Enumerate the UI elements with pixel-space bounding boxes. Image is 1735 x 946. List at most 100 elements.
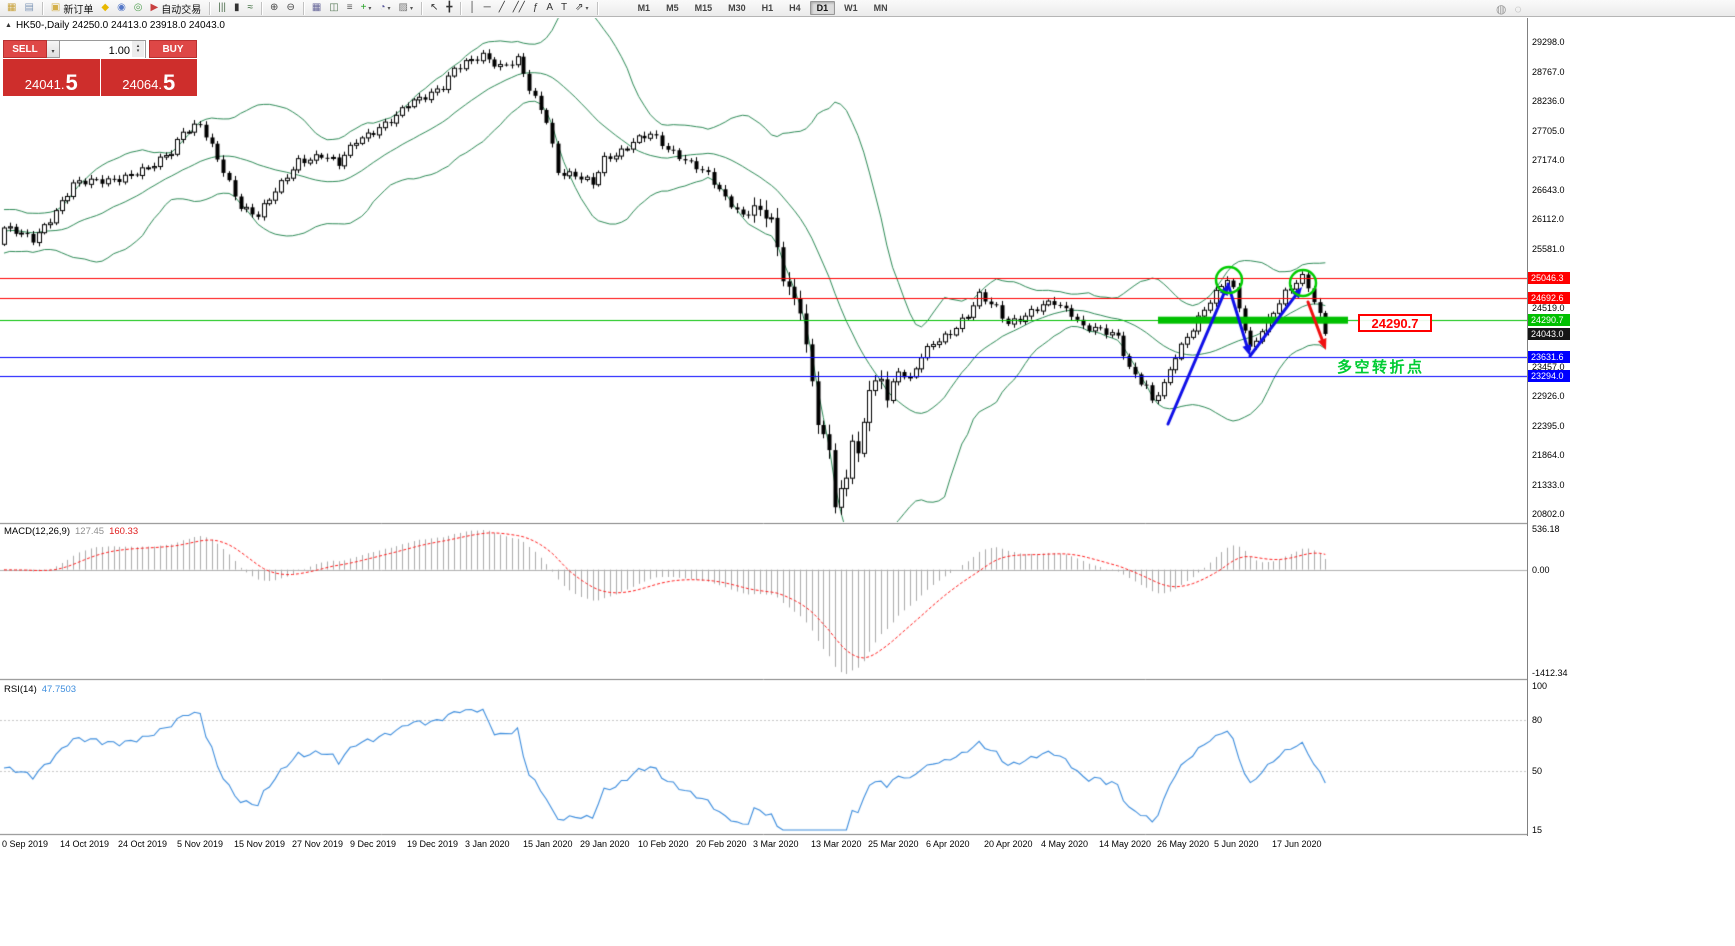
- indicator-list-icon[interactable]: ≡: [344, 1, 356, 16]
- timeframe-m30[interactable]: M30: [728, 3, 746, 13]
- price-grid-label: 27174.0: [1532, 155, 1565, 165]
- templates-button-glyph: ▨: [398, 2, 408, 13]
- sell-button[interactable]: SELL: [3, 40, 47, 58]
- spin-up-icon: ▴: [136, 43, 140, 49]
- timeframe-m15[interactable]: M15: [694, 3, 713, 13]
- vertical-line-icon[interactable]: │: [466, 1, 478, 16]
- date-axis-label: 5 Nov 2019: [177, 839, 224, 849]
- market-watch-icon[interactable]: ◎: [131, 1, 146, 16]
- date-axis-label: 27 Nov 2019: [292, 839, 344, 849]
- text-icon[interactable]: A: [543, 1, 556, 16]
- search-icon[interactable]: ◌: [1511, 1, 1524, 16]
- date-axis-label: 13 Mar 2020: [811, 839, 862, 849]
- date-axis-label: 20 Apr 2020: [984, 839, 1033, 849]
- profiles-icon[interactable]: ▤: [21, 1, 36, 16]
- toolbar-separator: [460, 1, 462, 15]
- toolbar-separator: [261, 1, 263, 15]
- label-icon[interactable]: T: [558, 1, 570, 16]
- price-grid-label: 28767.0: [1532, 66, 1565, 77]
- toolbar-separator: [420, 1, 422, 15]
- templates-button[interactable]: ▨ ▾: [396, 1, 416, 16]
- buy-price-big-digit: 5: [163, 70, 176, 95]
- price-grid-label: 27705.0: [1532, 125, 1565, 136]
- date-axis-label: 19 Dec 2019: [407, 839, 459, 849]
- rsi-value: 47.7503: [41, 684, 77, 695]
- date-axis-label: 24 Oct 2019: [118, 839, 168, 849]
- channel-icon[interactable]: ╱╱: [510, 1, 528, 16]
- date-axis[interactable]: 0 Sep 2019 14 Oct 2019 24 Oct 2019 5 Nov 20…: [0, 836, 1569, 854]
- bar-chart-icon[interactable]: |||: [215, 1, 229, 16]
- horizontal-line-icon[interactable]: ─: [481, 1, 494, 16]
- data-window-icon-glyph: ◫: [329, 2, 339, 13]
- buy-price-panel[interactable]: 24064. 5: [99, 59, 197, 96]
- autotrading-button[interactable]: ▶ 自动交易: [148, 1, 205, 16]
- buy-price: 24064.: [122, 77, 162, 92]
- chart-canvas[interactable]: [0, 18, 1527, 836]
- chart-area: ▲ HK50-,Daily 24250.0 24413.0 23918.0 240…: [0, 18, 1735, 946]
- volume-spinner[interactable]: ▴ ▾: [132, 41, 144, 57]
- hline-price-label: 23631.6: [1528, 350, 1570, 363]
- timeframe-w1[interactable]: W1: [844, 3, 858, 13]
- shapes-button-glyph: ⇗: [575, 2, 584, 13]
- one-click-collapse-toggle[interactable]: ▲: [5, 22, 12, 29]
- price-grid-label: 26643.0: [1532, 184, 1565, 195]
- cursor-icon[interactable]: ↖: [427, 1, 441, 16]
- timeframe-h4[interactable]: H4: [789, 3, 801, 13]
- candlestick-chart-icon[interactable]: ▮: [231, 1, 243, 16]
- timeframe-m5[interactable]: M5: [666, 3, 679, 13]
- sell-price-panel[interactable]: 24041. 5: [3, 59, 100, 96]
- date-axis-label: 4 May 2020: [1041, 839, 1089, 849]
- crosshair-icon-glyph: ╋: [446, 2, 453, 13]
- buy-button[interactable]: BUY: [149, 40, 197, 58]
- periods-button-glyph: ◔: [379, 2, 386, 13]
- timeframe-h1[interactable]: H1: [761, 3, 774, 13]
- zoom-out-icon[interactable]: ⊖: [283, 1, 297, 16]
- shapes-button[interactable]: ⇗ ▾: [572, 1, 591, 16]
- date-axis-label: 3 Jan 2020: [465, 839, 510, 849]
- price-axis[interactable]: 29298.0 28767.0 28236.0 27705.0 27174.0 26643…: [1527, 18, 1570, 836]
- macd-main-value: 127.45: [75, 526, 105, 537]
- timeframe-m1[interactable]: M1: [637, 3, 651, 13]
- metaeditor-icon[interactable]: ◆: [98, 1, 112, 16]
- add-indicator-button-glyph: +: [360, 2, 367, 13]
- community-icon[interactable]: ◍: [1493, 1, 1509, 16]
- periods-button[interactable]: ◔ ▾: [376, 1, 393, 16]
- chart-header: ▲ HK50-,Daily 24250.0 24413.0 23918.0 240…: [5, 20, 225, 31]
- symbol-title: HK50-,Daily 24250.0 24413.0 23918.0 2404…: [15, 20, 225, 31]
- data-window-icon[interactable]: ◫: [326, 1, 341, 16]
- zoom-in-icon-glyph: ⊕: [270, 2, 279, 13]
- date-axis-label: 5 Jun 2020: [1214, 839, 1259, 849]
- macd-axis-zero-label: 0.00: [1532, 564, 1550, 575]
- new-chart-icon[interactable]: ▦: [4, 1, 19, 16]
- timeframe-mn[interactable]: MN: [873, 3, 888, 13]
- crosshair-icon[interactable]: ╋: [443, 1, 455, 16]
- date-axis-label: 26 May 2020: [1157, 839, 1210, 849]
- new-order-button[interactable]: ▣ 新订单: [48, 1, 96, 16]
- macd-name: MACD(12,26,9): [4, 526, 70, 537]
- tile-windows-icon[interactable]: ▦: [309, 1, 324, 16]
- timeframe-d1[interactable]: D1: [809, 1, 836, 15]
- strategy-tester-icon[interactable]: ◉: [114, 1, 129, 16]
- date-axis-label: 29 Jan 2020: [580, 839, 630, 849]
- bar-chart-icon-glyph: |||: [218, 2, 227, 13]
- sell-price: 24041.: [24, 77, 65, 92]
- volume-dropdown-button[interactable]: ▾: [47, 40, 60, 58]
- candlestick-chart-icon-glyph: ▮: [234, 2, 240, 13]
- add-indicator-button[interactable]: + ▾: [358, 1, 375, 16]
- volume-field: ▴▾: [60, 40, 146, 59]
- strategy-tester-icon-glyph: ◉: [117, 2, 126, 13]
- date-axis-label: 10 Feb 2020: [638, 839, 689, 849]
- price-annotation-box[interactable]: 24290.7: [1358, 314, 1432, 332]
- rsi-axis-label: 80: [1532, 714, 1543, 725]
- fibonacci-icon[interactable]: ƒ: [530, 1, 542, 16]
- current-price-label: 24043.0: [1528, 327, 1570, 340]
- zoom-in-icon[interactable]: ⊕: [267, 1, 281, 16]
- volume-input[interactable]: [60, 43, 145, 59]
- trade-buttons-row: SELL ▾ ▴▾ BUY: [3, 40, 197, 59]
- macd-label-row: MACD(12,26,9) 127.45 160.33: [4, 526, 138, 537]
- trendline-icon[interactable]: ╱: [496, 1, 508, 16]
- price-grid-label: 22395.0: [1532, 420, 1565, 431]
- one-click-trading-panel: SELL ▾ ▴▾ BUY 24041.5 24064.5: [3, 40, 197, 96]
- line-chart-icon[interactable]: ≈: [245, 1, 257, 16]
